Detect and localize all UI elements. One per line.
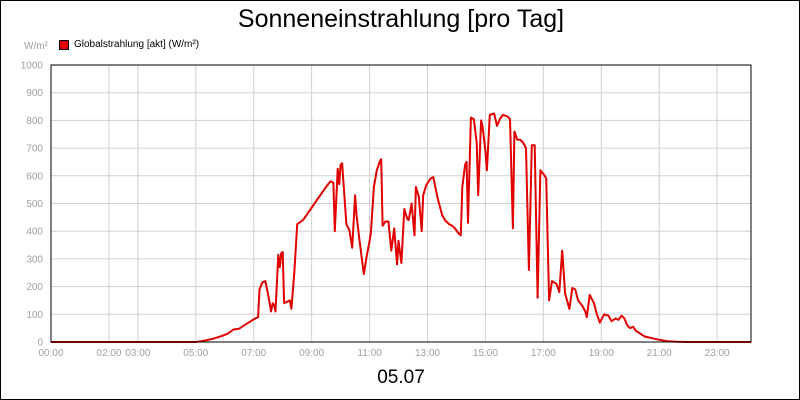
legend-swatch [59,39,69,50]
y-tick-label: 600 [26,171,43,182]
x-tick-label: 23:00 [705,348,730,359]
y-tick-label: 700 [26,144,43,155]
y-tick-label: 500 [26,199,43,210]
y-tick-label: 800 [26,116,43,127]
x-tick-label: 03:00 [125,348,150,359]
x-tick-label: 07:00 [241,348,266,359]
x-tick-label: 15:00 [473,348,498,359]
y-tick-label: 200 [26,282,43,293]
chart-title: Sonneneinstrahlung [pro Tag] [237,5,565,33]
x-tick-label: 02:00 [96,348,121,359]
x-tick-label: 11:00 [357,348,382,359]
y-axis-unit: W/m² [24,41,48,52]
y-tick-label: 900 [26,88,43,99]
x-tick-label: 09:00 [299,348,324,359]
series-line [51,112,751,343]
date-label: 05.07 [377,367,425,388]
x-tick-label: 21:00 [647,348,672,359]
x-tick-label: 13:00 [415,348,440,359]
x-tick-label: 19:00 [589,348,614,359]
y-tick-label: 100 [26,310,43,321]
x-tick-label: 00:00 [38,348,63,359]
y-tick-label: 1000 [21,61,44,72]
x-tick-label: 05:00 [183,348,208,359]
x-tick-label: 17:00 [531,348,556,359]
legend: Globalstrahlung [akt] (W/m²) [59,39,199,50]
plot-border [50,64,752,343]
legend-label: Globalstrahlung [akt] (W/m²) [74,39,200,50]
y-tick-label: 400 [26,227,43,238]
y-tick-label: 0 [37,338,43,349]
y-tick-label: 300 [26,254,43,265]
